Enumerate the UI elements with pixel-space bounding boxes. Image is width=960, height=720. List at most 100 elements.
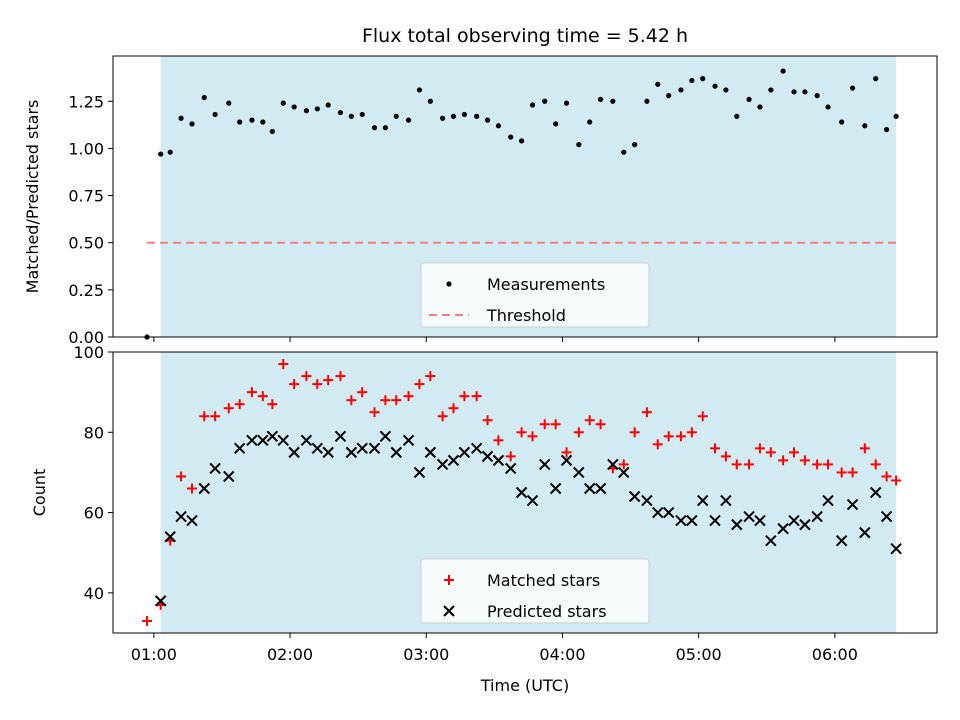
predicted-point-b bbox=[481, 450, 494, 463]
predicted-point-b bbox=[186, 514, 198, 527]
measurement-point bbox=[269, 128, 275, 135]
predicted-point-b bbox=[368, 442, 381, 455]
chart-title: Flux total observing time = 5.42 h bbox=[362, 25, 688, 47]
legend-label: Predicted stars bbox=[487, 602, 607, 621]
predicted-point-b bbox=[515, 486, 528, 499]
predicted-point-b bbox=[288, 446, 300, 459]
predicted-point-b bbox=[822, 494, 834, 507]
predicted-point-b bbox=[846, 498, 859, 511]
measurement-point bbox=[249, 117, 255, 123]
x-tick-label: 02:00 bbox=[267, 645, 313, 664]
predicted-point-b bbox=[777, 522, 789, 535]
measurement-point bbox=[508, 134, 514, 140]
y-tick-label: 0.75 bbox=[68, 187, 104, 206]
measurement-point bbox=[734, 113, 740, 119]
measurement-point bbox=[189, 121, 195, 127]
measurement-point bbox=[314, 106, 320, 112]
measurement-point bbox=[712, 83, 718, 89]
predicted-point-b bbox=[322, 446, 334, 459]
measurement-point bbox=[158, 151, 164, 157]
measurement-point bbox=[495, 123, 502, 129]
measurement-point bbox=[260, 119, 266, 125]
y-axis-label: Matched/Predicted stars bbox=[23, 100, 42, 294]
predicted-point-b bbox=[246, 434, 258, 447]
predicted-point-b bbox=[470, 442, 483, 455]
predicted-point-b bbox=[594, 482, 607, 495]
measurement-point bbox=[201, 94, 207, 101]
predicted-point-b bbox=[311, 442, 324, 455]
series-predicted-stars bbox=[154, 430, 902, 607]
measurement-point bbox=[280, 100, 286, 106]
measurement-point bbox=[518, 138, 525, 144]
measurement-point bbox=[802, 89, 808, 95]
predicted-point-b bbox=[697, 494, 709, 507]
measurement-point bbox=[461, 111, 467, 118]
measurement-point bbox=[563, 100, 570, 106]
measurement-point bbox=[303, 108, 310, 114]
measurement-point bbox=[644, 98, 650, 104]
measurement-point bbox=[700, 76, 706, 82]
predicted-point-b bbox=[223, 470, 235, 483]
measurement-point bbox=[371, 125, 378, 131]
predicted-point-b bbox=[890, 542, 902, 555]
measurement-point bbox=[484, 117, 491, 123]
predicted-point-b bbox=[390, 446, 402, 459]
measurement-point bbox=[757, 104, 763, 110]
measurement-point bbox=[325, 102, 331, 108]
legend-marker-measurements bbox=[446, 281, 452, 287]
predicted-point-b bbox=[175, 510, 187, 523]
measurement-point bbox=[666, 93, 672, 99]
predicted-point-b bbox=[628, 490, 641, 503]
y-axis-label: Count bbox=[30, 469, 49, 517]
measurement-point bbox=[621, 149, 627, 155]
predicted-point-b bbox=[266, 430, 279, 443]
predicted-point-b bbox=[154, 595, 167, 607]
predicted-point-b bbox=[458, 446, 471, 459]
measurement-point bbox=[746, 96, 752, 102]
x-tick-label: 05:00 bbox=[676, 645, 722, 664]
predicted-point-b bbox=[492, 454, 505, 467]
predicted-point-b bbox=[788, 514, 800, 527]
y-tick-label: 100 bbox=[73, 343, 104, 362]
predicted-point-b bbox=[198, 482, 210, 495]
measurement-point bbox=[226, 100, 232, 106]
measurement-point bbox=[529, 102, 536, 108]
legend: Matched stars Predicted stars bbox=[420, 558, 650, 624]
predicted-point-b bbox=[539, 458, 551, 471]
measurement-point bbox=[474, 113, 480, 119]
measurement-point bbox=[689, 77, 695, 84]
predicted-point-b bbox=[526, 494, 539, 507]
measurement-point bbox=[862, 123, 868, 129]
measurement-point bbox=[348, 113, 354, 119]
measurement-point bbox=[791, 89, 797, 95]
predicted-point-b bbox=[334, 430, 347, 443]
measurement-point bbox=[212, 111, 218, 118]
measurement-point bbox=[576, 142, 582, 148]
predicted-point-b bbox=[549, 482, 562, 495]
measurement-point bbox=[393, 113, 399, 119]
measurement-point bbox=[553, 121, 559, 127]
predicted-point-b bbox=[300, 434, 313, 447]
predicted-point-b bbox=[607, 458, 619, 471]
measurement-point bbox=[359, 111, 365, 118]
predicted-point-b bbox=[799, 518, 811, 531]
predicted-point-b bbox=[686, 514, 698, 527]
measurement-point bbox=[167, 149, 173, 155]
y-tick-label: 60 bbox=[84, 504, 104, 523]
y-tick-label: 0.25 bbox=[68, 281, 104, 300]
legend-box bbox=[420, 262, 650, 328]
predicted-point-b bbox=[379, 430, 392, 443]
predicted-point-b bbox=[835, 534, 848, 547]
predicted-point-b bbox=[424, 446, 437, 459]
measurement-point bbox=[416, 87, 423, 93]
measurement-point bbox=[382, 125, 388, 131]
measurement-point bbox=[814, 93, 820, 99]
predicted-point-b bbox=[447, 454, 460, 467]
predicted-point-b bbox=[870, 486, 882, 499]
y-tick-label: 1.00 bbox=[68, 139, 104, 158]
measurement-point bbox=[632, 142, 638, 148]
predicted-point-b bbox=[164, 530, 176, 543]
predicted-point-b bbox=[504, 462, 517, 475]
predicted-point-b bbox=[583, 482, 596, 495]
legend-label: Threshold bbox=[486, 306, 566, 325]
